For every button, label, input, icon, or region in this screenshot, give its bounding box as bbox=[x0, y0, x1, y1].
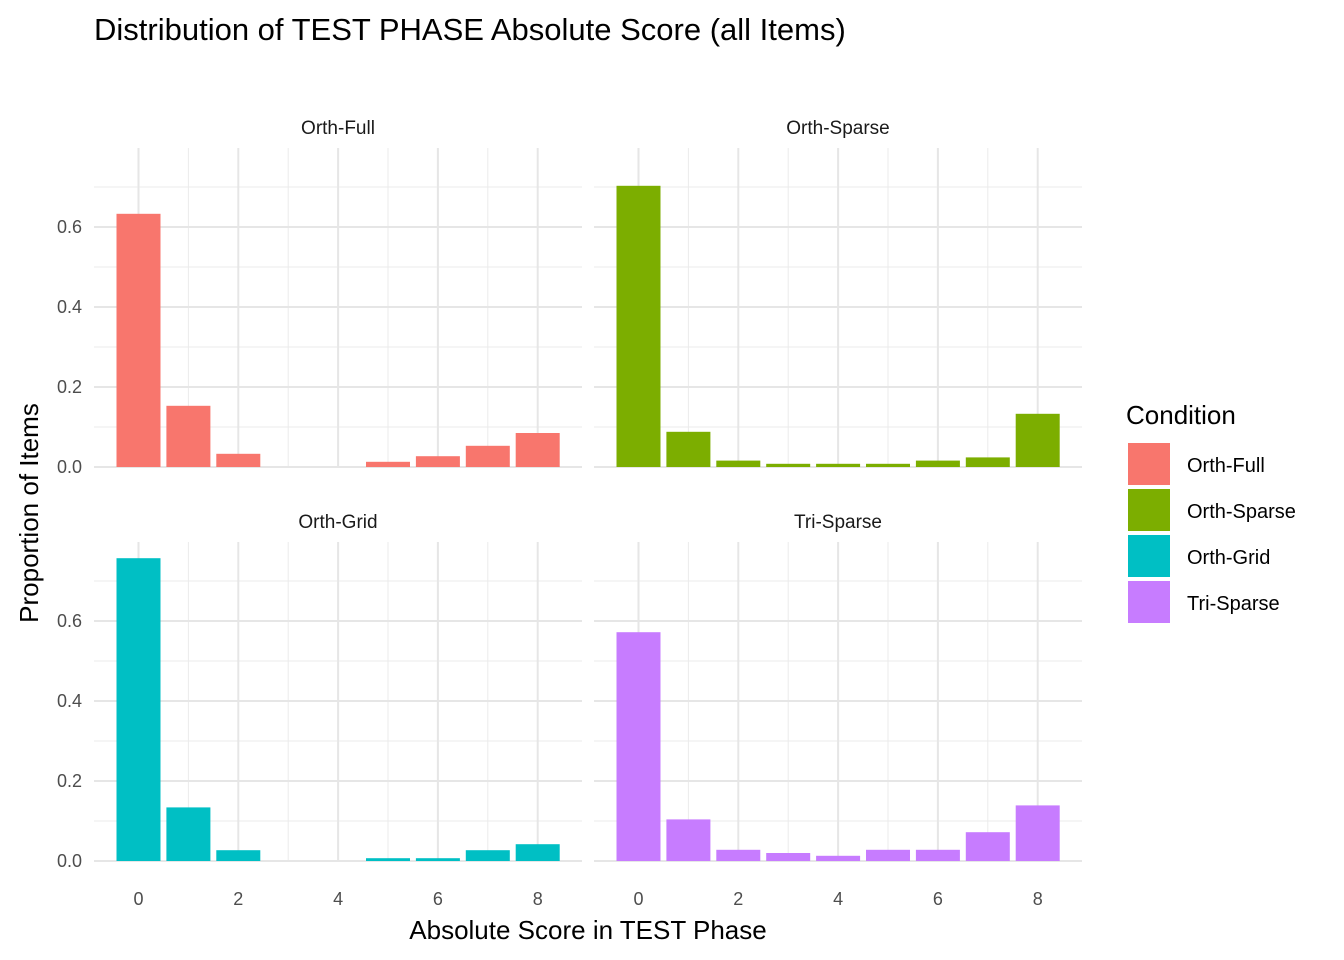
x-tick-label: 8 bbox=[1033, 889, 1043, 909]
bar-orth-grid-8 bbox=[515, 844, 560, 861]
bar-orth-sparse-2 bbox=[716, 460, 761, 467]
bar-tri-sparse-5 bbox=[866, 849, 910, 861]
bar-orth-sparse-7 bbox=[965, 457, 1010, 467]
bar-orth-sparse-8 bbox=[1015, 413, 1060, 467]
bar-orth-sparse-5 bbox=[866, 463, 910, 467]
bar-orth-grid-1 bbox=[166, 807, 211, 861]
x-tick-label: 6 bbox=[433, 889, 443, 909]
y-tick-label: 0.6 bbox=[57, 217, 82, 237]
bar-tri-sparse-2 bbox=[716, 849, 761, 861]
bar-orth-full-1 bbox=[166, 405, 211, 467]
bar-orth-grid-2 bbox=[216, 850, 261, 861]
x-tick-label: 6 bbox=[933, 889, 943, 909]
x-tick-label: 4 bbox=[833, 889, 843, 909]
legend-label-tri-sparse: Tri-Sparse bbox=[1187, 593, 1280, 615]
panel-orth-full: Orth-Full 0.0 0.2 0.4 0.6 bbox=[57, 118, 582, 477]
bar-orth-grid-6 bbox=[415, 858, 460, 861]
bar-tri-sparse-3 bbox=[766, 853, 811, 861]
legend-label-orth-sparse: Orth-Sparse bbox=[1187, 501, 1296, 523]
legend-swatch-orth-grid bbox=[1128, 535, 1170, 577]
y-tick-label: 0.4 bbox=[57, 691, 82, 711]
legend-title: Condition bbox=[1126, 400, 1236, 430]
legend: Condition Orth-Full Orth-Sparse Orth-Grid T… bbox=[1126, 400, 1296, 623]
y-tick-label: 0.4 bbox=[57, 297, 82, 317]
x-tick-label: 2 bbox=[233, 889, 243, 909]
bar-orth-full-0 bbox=[116, 213, 161, 467]
bar-tri-sparse-6 bbox=[915, 849, 960, 861]
bar-tri-sparse-4 bbox=[816, 855, 861, 861]
legend-swatch-tri-sparse bbox=[1128, 581, 1170, 623]
bar-orth-sparse-4 bbox=[816, 463, 861, 467]
bar-tri-sparse-1 bbox=[666, 819, 711, 861]
bar-tri-sparse-0 bbox=[616, 632, 661, 861]
x-tick-label: 2 bbox=[733, 889, 743, 909]
bar-orth-grid-7 bbox=[465, 850, 510, 861]
bar-orth-sparse-1 bbox=[666, 431, 711, 467]
x-tick-label: 0 bbox=[133, 889, 143, 909]
y-tick-label: 0.2 bbox=[57, 771, 82, 791]
facet-strip-label: Orth-Full bbox=[301, 118, 375, 139]
panel-orth-grid: Orth-Grid 0.0 0.2 0.4 0.6 0 2 4 6 8 bbox=[57, 512, 582, 909]
panel-tri-sparse: Tri-Sparse 0 2 4 6 8 bbox=[594, 512, 1082, 909]
chart-title: Distribution of TEST PHASE Absolute Scor… bbox=[94, 12, 846, 47]
bar-orth-grid-5 bbox=[366, 858, 410, 861]
bar-orth-sparse-0 bbox=[616, 185, 661, 468]
x-axis-title: Absolute Score in TEST Phase bbox=[409, 915, 766, 945]
bar-orth-full-5 bbox=[366, 461, 410, 467]
y-tick-label: 0.0 bbox=[57, 457, 82, 477]
bar-orth-sparse-6 bbox=[915, 460, 960, 467]
legend-swatch-orth-full bbox=[1128, 443, 1170, 485]
legend-swatch-orth-sparse bbox=[1128, 489, 1170, 531]
bar-tri-sparse-7 bbox=[965, 832, 1010, 861]
bar-orth-full-7 bbox=[465, 445, 510, 467]
bar-orth-full-2 bbox=[216, 453, 261, 467]
panel-orth-sparse: Orth-Sparse bbox=[594, 118, 1082, 468]
x-tick-label: 0 bbox=[633, 889, 643, 909]
bar-orth-full-8 bbox=[515, 433, 560, 467]
bar-orth-full-6 bbox=[415, 456, 460, 467]
y-tick-label: 0.2 bbox=[57, 377, 82, 397]
facet-strip-label: Orth-Sparse bbox=[786, 118, 889, 139]
legend-label-orth-full: Orth-Full bbox=[1187, 455, 1265, 477]
bar-orth-grid-0 bbox=[116, 558, 161, 861]
x-tick-label: 4 bbox=[333, 889, 343, 909]
facet-panels: Orth-Full 0.0 0.2 0.4 0.6 Orth-Sparse Orth-Gri… bbox=[57, 118, 1082, 909]
bar-tri-sparse-8 bbox=[1015, 805, 1060, 861]
facet-strip-label: Tri-Sparse bbox=[794, 512, 882, 533]
x-tick-label: 8 bbox=[533, 889, 543, 909]
facet-strip-label: Orth-Grid bbox=[298, 512, 377, 533]
legend-label-orth-grid: Orth-Grid bbox=[1187, 547, 1270, 569]
bar-orth-sparse-3 bbox=[766, 463, 811, 467]
y-tick-label: 0.6 bbox=[57, 611, 82, 631]
y-axis-title: Proportion of Items bbox=[14, 403, 44, 623]
y-tick-label: 0.0 bbox=[57, 851, 82, 871]
